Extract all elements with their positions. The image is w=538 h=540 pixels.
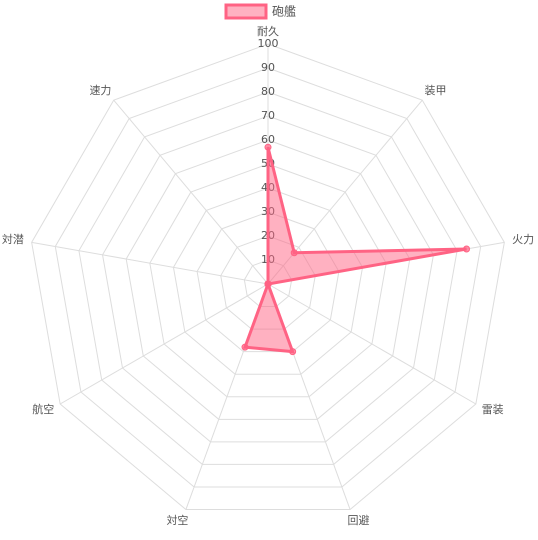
data-point xyxy=(463,245,471,253)
axis-label: 速力 xyxy=(89,84,111,97)
legend-label: 砲艦 xyxy=(272,5,296,19)
spoke xyxy=(31,241,269,285)
r-tick-label: 60 xyxy=(261,133,275,146)
spoke xyxy=(267,283,477,405)
grid-ring xyxy=(196,211,340,353)
grid-ring xyxy=(54,67,482,488)
data-point xyxy=(241,343,249,351)
data-point xyxy=(264,143,272,151)
r-tick-label: 90 xyxy=(261,61,275,74)
legend-swatch xyxy=(224,3,268,20)
spoke xyxy=(113,99,269,285)
r-tick-label: 80 xyxy=(261,85,275,98)
data-point xyxy=(264,280,272,288)
data-point xyxy=(290,249,298,257)
axis-label: 耐久 xyxy=(257,25,279,38)
grid-ring xyxy=(102,115,434,443)
axis-label: 対空 xyxy=(166,513,188,527)
axis-label: 回避 xyxy=(348,513,370,527)
grid-ring xyxy=(78,91,458,465)
grid-ring xyxy=(149,163,387,398)
grid-ring xyxy=(31,43,505,511)
grid-ring xyxy=(125,139,411,420)
axis-label: 航空 xyxy=(32,402,54,416)
axis-label: 対潜 xyxy=(2,232,24,246)
r-tick-label: 70 xyxy=(261,109,275,122)
grid-ring xyxy=(172,187,364,375)
axis-label: 雷装 xyxy=(482,403,504,416)
axis-label: 火力 xyxy=(512,233,534,246)
axis-label: 装甲 xyxy=(425,84,447,97)
r-tick-label: 100 xyxy=(258,37,279,50)
spoke xyxy=(59,283,269,405)
series-area xyxy=(242,146,467,354)
data-point xyxy=(289,348,297,356)
